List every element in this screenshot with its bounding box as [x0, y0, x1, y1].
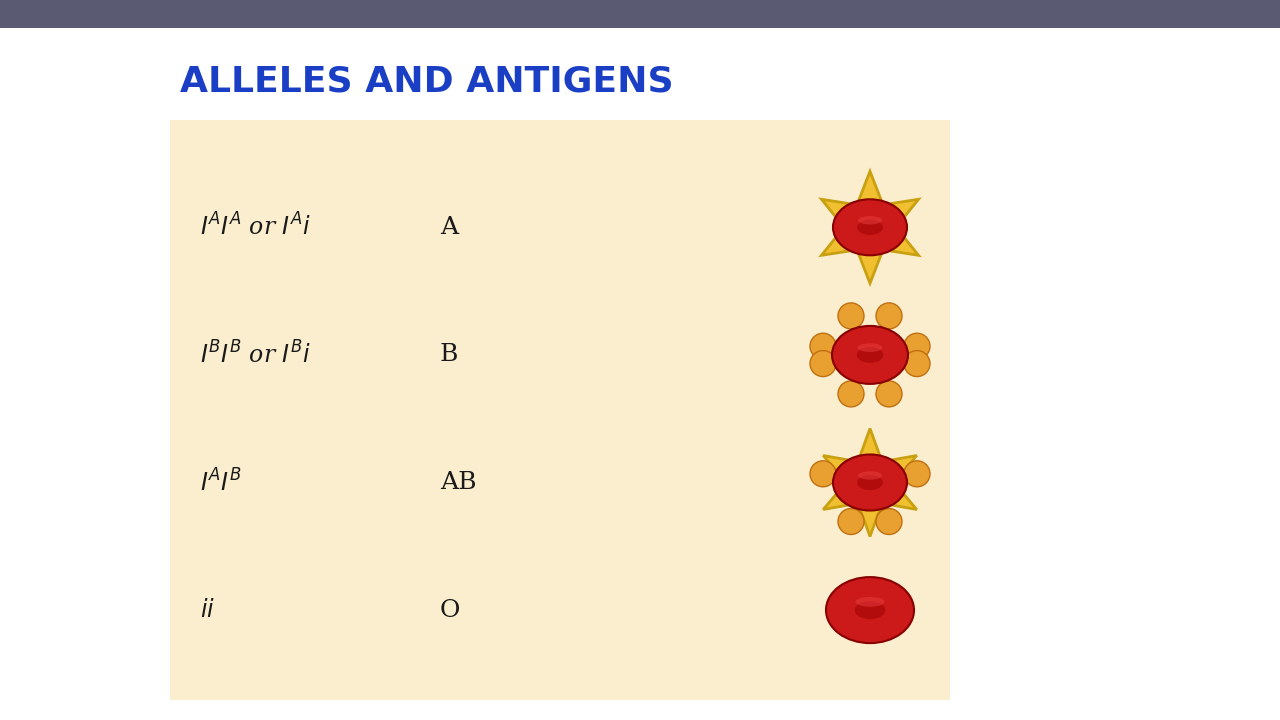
Circle shape	[838, 508, 864, 534]
Ellipse shape	[858, 343, 882, 352]
Text: $I^BI^B$ or $I^Bi$: $I^BI^B$ or $I^Bi$	[200, 341, 311, 369]
Bar	[170, 120, 950, 700]
Ellipse shape	[856, 347, 883, 363]
Circle shape	[876, 381, 902, 407]
Text: AB: AB	[440, 471, 476, 494]
Circle shape	[810, 333, 836, 359]
Circle shape	[904, 333, 931, 359]
Polygon shape	[823, 428, 916, 536]
Ellipse shape	[858, 220, 883, 235]
Text: A: A	[440, 216, 458, 239]
Ellipse shape	[855, 601, 886, 619]
Circle shape	[876, 303, 902, 329]
Text: ALLELES AND ANTIGENS: ALLELES AND ANTIGENS	[180, 65, 673, 99]
Ellipse shape	[832, 326, 908, 384]
Ellipse shape	[833, 454, 908, 510]
Circle shape	[904, 461, 931, 487]
Circle shape	[810, 461, 836, 487]
Ellipse shape	[833, 199, 908, 256]
Circle shape	[838, 303, 864, 329]
Text: O: O	[440, 598, 461, 621]
Text: $ii$: $ii$	[200, 598, 215, 621]
Ellipse shape	[858, 472, 882, 480]
Circle shape	[904, 351, 931, 377]
Ellipse shape	[826, 577, 914, 643]
Circle shape	[810, 351, 836, 377]
Polygon shape	[822, 171, 919, 283]
Text: B: B	[440, 343, 458, 366]
Ellipse shape	[856, 597, 884, 607]
Ellipse shape	[858, 216, 882, 225]
Text: $I^AI^B$: $I^AI^B$	[200, 469, 242, 496]
Bar	[0, 0, 1280, 28]
Ellipse shape	[858, 474, 883, 490]
Circle shape	[838, 381, 864, 407]
Circle shape	[876, 508, 902, 534]
Text: $I^AI^A$ or $I^Ai$: $I^AI^A$ or $I^Ai$	[200, 214, 311, 241]
